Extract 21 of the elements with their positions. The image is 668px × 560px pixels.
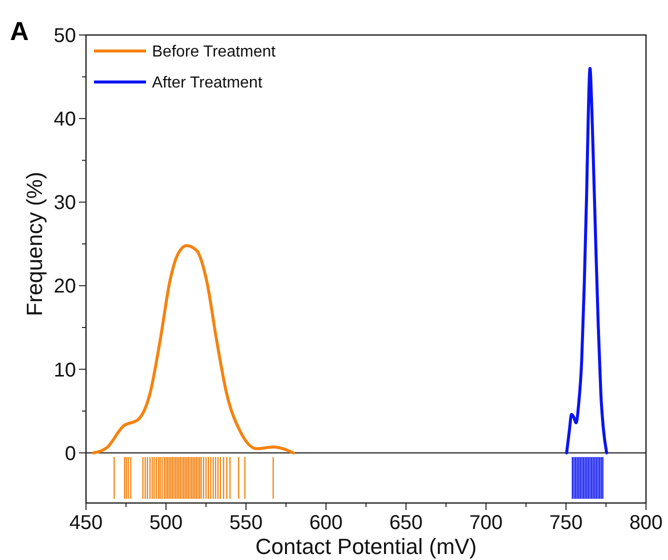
x-tick-label: 750 (549, 512, 583, 534)
x-axis-title: Contact Potential (mV) (255, 534, 477, 559)
y-axis-title: Frequency (%) (22, 172, 47, 316)
x-tick-label: 600 (309, 512, 343, 534)
y-tick-label: 10 (54, 359, 76, 382)
text: A (10, 16, 29, 46)
x-tick-label: 450 (69, 512, 103, 534)
y-tick-label: 40 (54, 108, 76, 131)
y-tick-label: 30 (54, 192, 76, 214)
legend-label: After Treatment (152, 74, 263, 92)
x-tick-label: 500 (149, 512, 183, 534)
line-series (92, 244, 295, 454)
y-tick-label: 20 (54, 276, 76, 298)
x-tick-label: 700 (469, 512, 503, 534)
line-series (565, 66, 608, 454)
x-tick-label: 800 (629, 512, 663, 534)
y-tick-label: 50 (54, 25, 76, 47)
legend-label: Before Treatment (152, 44, 276, 61)
y-tick-label: 0 (64, 442, 76, 465)
x-tick-label: 550 (229, 512, 263, 534)
x-tick-label: 650 (389, 512, 423, 534)
